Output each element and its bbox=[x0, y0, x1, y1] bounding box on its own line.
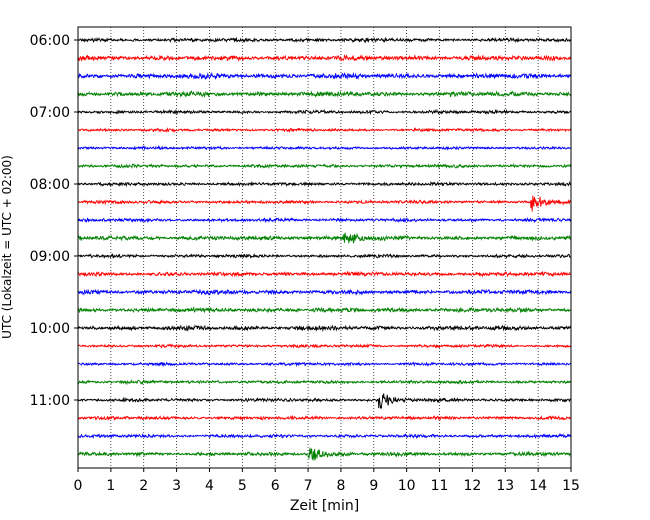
trace-0730 bbox=[77, 144, 572, 151]
plot-frame bbox=[77, 26, 572, 469]
trace-0600 bbox=[77, 36, 572, 44]
trace-0945 bbox=[77, 306, 572, 314]
trace-0815 bbox=[77, 195, 572, 212]
y-tick-label: 11:00 bbox=[30, 393, 70, 409]
trace-1130 bbox=[77, 432, 572, 440]
x-axis-ticks: 0 1 2 3 4 5 6 7 8 9 10 11 12 13 14 15 bbox=[74, 468, 580, 494]
trace-1115 bbox=[77, 414, 572, 421]
seismic-traces bbox=[77, 36, 572, 461]
x-tick-label: 13 bbox=[496, 478, 514, 494]
trace-0700 bbox=[77, 108, 572, 116]
x-tick-label: 6 bbox=[271, 478, 280, 494]
trace-0930 bbox=[77, 288, 572, 296]
x-tick-label: 3 bbox=[172, 478, 181, 494]
trace-0845 bbox=[77, 232, 572, 244]
trace-1015 bbox=[77, 342, 572, 349]
x-tick-label: 9 bbox=[369, 478, 378, 494]
x-tick-label: 4 bbox=[205, 478, 214, 494]
x-tick-label: 15 bbox=[562, 478, 580, 494]
trace-1100 bbox=[77, 393, 572, 409]
x-tick-label: 10 bbox=[398, 478, 416, 494]
trace-0615 bbox=[77, 54, 572, 62]
y-axis-label: UTC (Lokalzeit = UTC + 02:00) bbox=[0, 155, 14, 339]
x-tick-label: 2 bbox=[139, 478, 148, 494]
trace-0915 bbox=[77, 270, 572, 278]
x-tick-label: 11 bbox=[431, 478, 449, 494]
trace-0830 bbox=[77, 217, 572, 224]
y-tick-label: 06:00 bbox=[30, 33, 70, 49]
x-tick-label: 0 bbox=[74, 478, 83, 494]
trace-0715 bbox=[77, 127, 572, 133]
x-tick-label: 1 bbox=[106, 478, 115, 494]
y-tick-label: 09:00 bbox=[30, 249, 70, 265]
trace-0745 bbox=[77, 162, 572, 170]
x-tick-label: 8 bbox=[336, 478, 345, 494]
y-tick-label: 10:00 bbox=[30, 321, 70, 337]
x-axis-label: Zeit [min] bbox=[290, 498, 359, 514]
x-tick-label: 14 bbox=[529, 478, 547, 494]
x-tick-label: 12 bbox=[463, 478, 481, 494]
y-axis-ticks: 06:00 07:00 08:00 09:00 10:00 11:00 bbox=[30, 33, 78, 409]
trace-1030 bbox=[77, 361, 572, 368]
x-tick-label: 7 bbox=[304, 478, 313, 494]
trace-1145 bbox=[77, 447, 572, 461]
y-tick-label: 07:00 bbox=[30, 105, 70, 121]
trace-0630 bbox=[77, 71, 572, 81]
trace-1000 bbox=[77, 324, 572, 333]
x-tick-label: 5 bbox=[238, 478, 247, 494]
y-tick-label: 08:00 bbox=[30, 177, 70, 193]
trace-1045 bbox=[77, 378, 572, 386]
trace-0900 bbox=[77, 252, 572, 259]
trace-0800 bbox=[77, 180, 572, 188]
trace-0645 bbox=[77, 90, 572, 98]
